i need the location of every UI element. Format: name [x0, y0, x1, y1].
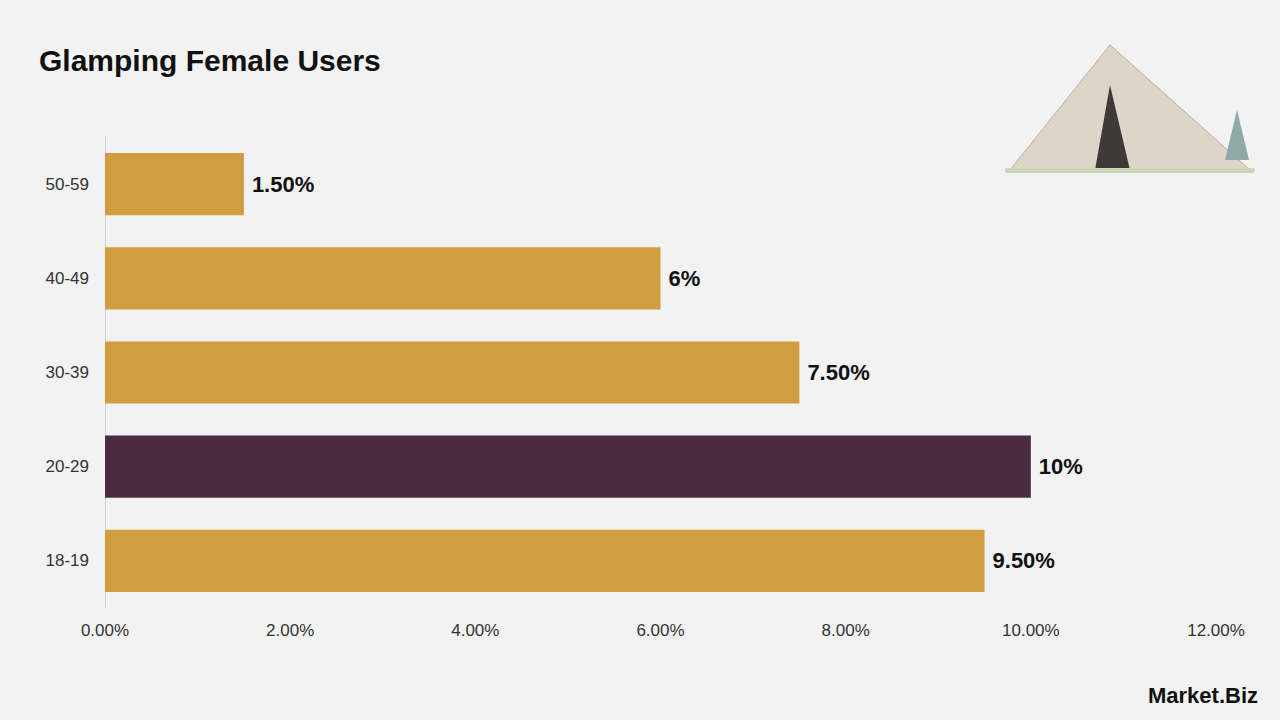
svg-text:7.50%: 7.50% — [807, 360, 869, 385]
svg-text:9.50%: 9.50% — [993, 548, 1055, 573]
svg-text:8.00%: 8.00% — [822, 621, 870, 640]
svg-text:20-29: 20-29 — [46, 457, 89, 476]
svg-text:Market.Biz: Market.Biz — [1148, 683, 1258, 708]
svg-text:10.00%: 10.00% — [1002, 621, 1060, 640]
svg-text:0.00%: 0.00% — [81, 621, 129, 640]
svg-text:30-39: 30-39 — [46, 363, 89, 382]
svg-text:6%: 6% — [669, 266, 701, 291]
svg-text:6.00%: 6.00% — [636, 621, 684, 640]
svg-text:10%: 10% — [1039, 454, 1083, 479]
svg-text:1.50%: 1.50% — [252, 172, 314, 197]
svg-text:4.00%: 4.00% — [451, 621, 499, 640]
svg-text:40-49: 40-49 — [46, 269, 89, 288]
svg-text:18-19: 18-19 — [46, 551, 89, 570]
svg-text:12.00%: 12.00% — [1187, 621, 1245, 640]
svg-text:50-59: 50-59 — [46, 175, 89, 194]
svg-text:2.00%: 2.00% — [266, 621, 314, 640]
svg-text:Glamping Female Users: Glamping Female Users — [39, 44, 381, 77]
